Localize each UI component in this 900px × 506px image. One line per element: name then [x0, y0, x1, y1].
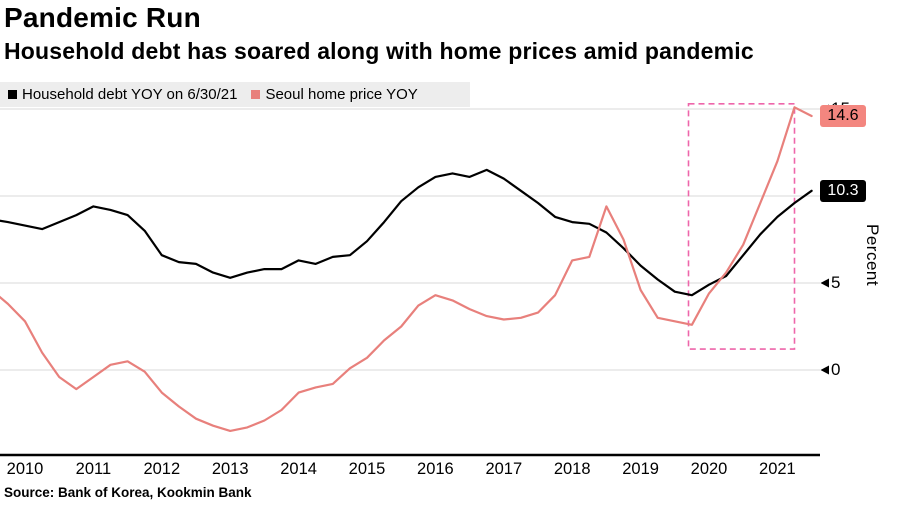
x-tick-label: 2012 [143, 460, 181, 478]
legend-label: Household debt YOY on 6/30/21 [22, 86, 238, 103]
chart-subtitle: Household debt has soared along with hom… [4, 38, 754, 64]
seoul-home-price-line [0, 106, 813, 432]
x-tick-label: 2019 [622, 460, 659, 478]
legend-item-household-debt[interactable]: Household debt YOY on 6/30/21 [8, 86, 237, 103]
x-tick-label: 2013 [211, 460, 249, 478]
legend: Household debt YOY on 6/30/21 Seoul home… [0, 82, 470, 107]
page-title: Pandemic Run [4, 2, 201, 33]
legend-label: Seoul home price YOY [265, 86, 418, 103]
value-badge-seoul-home-price: 14.6 [820, 104, 866, 127]
x-tick-label: 2010 [6, 460, 44, 478]
highlight-box [687, 103, 796, 350]
legend-item-seoul-home-price[interactable]: Seoul home price YOY [251, 86, 418, 103]
x-tick-label: 2015 [348, 460, 386, 478]
legend-swatch [8, 90, 17, 99]
y-tick-mark [820, 365, 829, 375]
legend-swatch [251, 90, 261, 99]
source-line: Source: Bank of Korea, Kookmin Bank [4, 485, 252, 500]
y-tick-label: 5 [831, 273, 841, 292]
y-tick-label: 0 [831, 360, 841, 379]
x-tick-label: 2021 [759, 460, 796, 478]
x-tick-label: 2018 [553, 460, 591, 478]
x-tick-label: 2014 [280, 460, 317, 478]
value-badge-household-debt: 10.3 [820, 179, 866, 202]
y-tick-mark [820, 278, 829, 288]
x-tick-label: 2020 [690, 460, 728, 478]
x-tick-label: 2011 [75, 460, 112, 478]
x-tick-label: 2017 [485, 460, 523, 478]
x-tick-label: 2016 [417, 460, 454, 478]
y-axis-title: Percent [863, 224, 882, 287]
household-debt-line [0, 168, 813, 297]
